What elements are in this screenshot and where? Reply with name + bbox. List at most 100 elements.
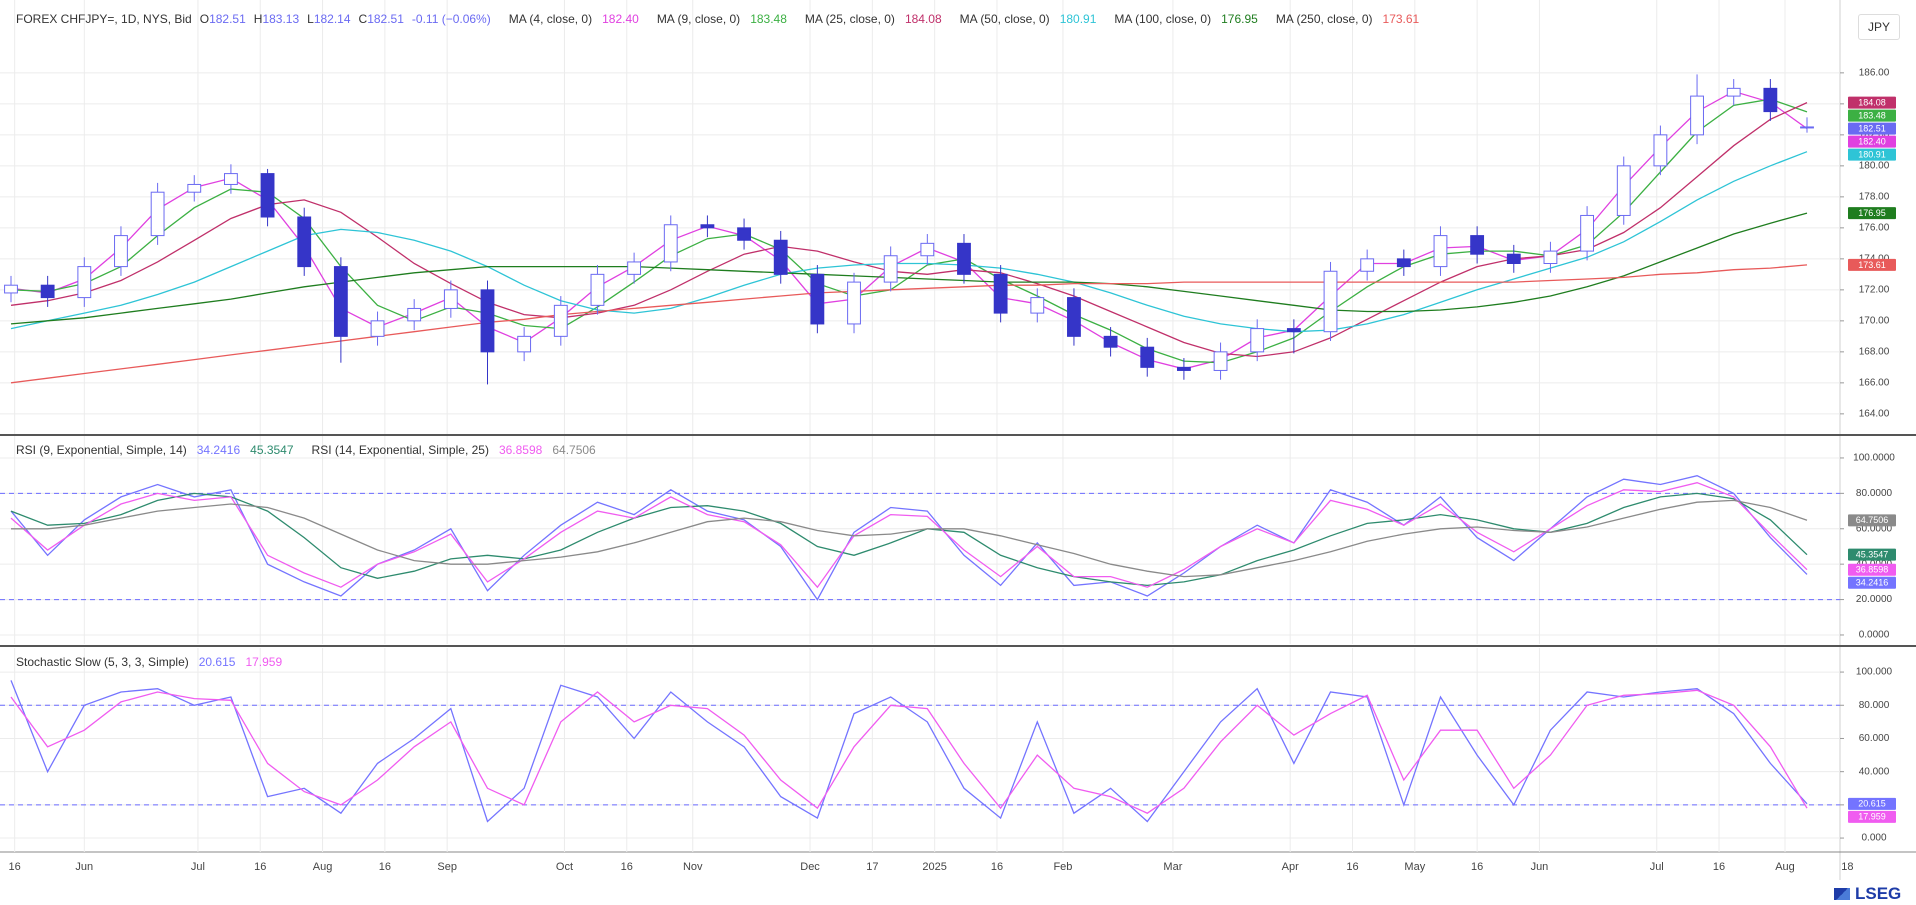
- price-badge: [1848, 258, 1896, 271]
- candle-body: [663, 224, 678, 263]
- candle-body: [1250, 328, 1265, 353]
- legend-value: 34.2416: [196, 443, 241, 457]
- candle-body: [1580, 214, 1595, 252]
- y-tick-label: 0.000: [1861, 833, 1886, 844]
- candle-body: [1470, 235, 1485, 255]
- candle-body: [1323, 270, 1338, 333]
- y-tick-label: 166.00: [1859, 377, 1890, 388]
- y-tick-label: 170.00: [1859, 315, 1890, 326]
- y-tick-label: 168.00: [1859, 346, 1890, 357]
- ohlc-value: 183.13: [262, 12, 300, 26]
- ohlc-value: 182.51: [367, 12, 404, 26]
- candle-body: [1616, 165, 1631, 216]
- candle-body: [4, 284, 18, 294]
- ohlc-key: H: [253, 12, 263, 26]
- legend-name: RSI (14, Exponential, Simple, 25): [311, 443, 489, 457]
- x-tick-label: Mar: [1163, 861, 1182, 873]
- legend-value: 176.95: [1221, 12, 1258, 26]
- price-badge-label: 184.08: [1858, 97, 1886, 107]
- candle-body: [1176, 366, 1191, 371]
- x-tick-label: 16: [1713, 861, 1725, 873]
- x-tick-label: Feb: [1053, 861, 1072, 873]
- price-badge: [1848, 96, 1896, 109]
- candle-body: [1690, 95, 1704, 136]
- candle-body: [627, 261, 642, 275]
- candle-body: [737, 227, 751, 241]
- candle-body: [407, 307, 422, 322]
- x-tick-label: 18: [1841, 861, 1853, 873]
- candle-body: [297, 216, 312, 268]
- price-badge: [1848, 122, 1896, 135]
- price-badge-label: 36.8598: [1856, 565, 1889, 575]
- legend-name: Stochastic Slow (5, 3, 3, Simple): [16, 655, 189, 669]
- ohlc-key: L: [307, 12, 314, 26]
- legend-value: 173.61: [1382, 12, 1420, 26]
- candle-body: [773, 239, 788, 275]
- ohlc-value: 182.51: [209, 12, 246, 26]
- price-badge: [1848, 563, 1896, 576]
- price-badge: [1848, 548, 1896, 561]
- legend-name: RSI (9, Exponential, Simple, 14): [16, 443, 187, 457]
- candle-body: [1286, 328, 1301, 333]
- candle-body: [517, 335, 532, 353]
- price-badge: [1848, 797, 1896, 810]
- series-line: [10, 98, 1808, 364]
- candle-body: [1800, 126, 1814, 129]
- candle-body: [1653, 134, 1668, 167]
- price-badge-label: 176.95: [1858, 208, 1886, 218]
- price-badge: [1848, 109, 1896, 122]
- y-tick-label: 176.00: [1859, 222, 1890, 233]
- legend-name: MA (4, close, 0): [508, 12, 593, 26]
- price-badge-label: 45.3547: [1856, 550, 1889, 560]
- candle-body: [847, 281, 861, 325]
- y-tick-label: 180.00: [1859, 160, 1890, 171]
- candle-body: [1763, 87, 1778, 113]
- x-tick-label: 17: [866, 861, 878, 873]
- candle-body: [810, 273, 825, 325]
- y-tick-label: 40.000: [1859, 766, 1890, 777]
- series-line: [10, 151, 1808, 333]
- legend-value: 182.40: [602, 12, 639, 26]
- y-tick-label: 186.00: [1859, 67, 1890, 78]
- legend-value: 64.7506: [552, 443, 596, 457]
- candle-body: [1140, 346, 1155, 368]
- price-badge-label: 17.959: [1858, 812, 1886, 822]
- candle-body: [114, 235, 128, 268]
- y-tick-label: 80.0000: [1856, 488, 1893, 499]
- currency-button[interactable]: JPY: [1858, 14, 1900, 40]
- candle-body: [590, 273, 605, 306]
- x-tick-label: Apr: [1282, 861, 1299, 873]
- logo-text: LSEG: [1855, 884, 1902, 903]
- y-tick-label: 60.0000: [1856, 523, 1893, 534]
- legend-value: 17.959: [245, 655, 283, 669]
- candle-body: [883, 255, 898, 283]
- brand-logo: LSEG: [1834, 884, 1901, 904]
- legend-name: MA (250, close, 0): [1275, 12, 1373, 26]
- candle-body: [1103, 335, 1118, 348]
- legend: RSI (9, Exponential, Simple, 14) 34.2416 4…: [16, 443, 596, 457]
- y-tick-label: 100.000: [1856, 667, 1893, 678]
- series-line: [11, 499, 1808, 578]
- series-line: [10, 102, 1808, 358]
- ohlc-key: O: [199, 12, 210, 26]
- price-badge-label: 183.48: [1858, 110, 1886, 120]
- y-tick-label: 80.000: [1859, 700, 1890, 711]
- legend-name: MA (9, close, 0): [656, 12, 741, 26]
- y-tick-label: 182.00: [1859, 129, 1890, 140]
- x-tick-label: 16: [379, 861, 391, 873]
- candle-body: [920, 242, 935, 257]
- legend-value: 184.08: [904, 12, 942, 26]
- x-tick-label: 16: [254, 861, 266, 873]
- candle-body: [553, 304, 568, 337]
- x-tick-label: Jul: [191, 861, 205, 873]
- x-tick-label: Nov: [683, 861, 703, 873]
- price-badge-label: 182.51: [1858, 123, 1886, 133]
- logo-icon: [1834, 888, 1850, 900]
- y-tick-label: 0.0000: [1859, 630, 1890, 641]
- x-tick-label: Oct: [556, 861, 573, 873]
- series-line: [10, 492, 1808, 587]
- legend-value: 183.48: [750, 12, 787, 26]
- change-value: -0.11 (−0.06%): [411, 12, 491, 26]
